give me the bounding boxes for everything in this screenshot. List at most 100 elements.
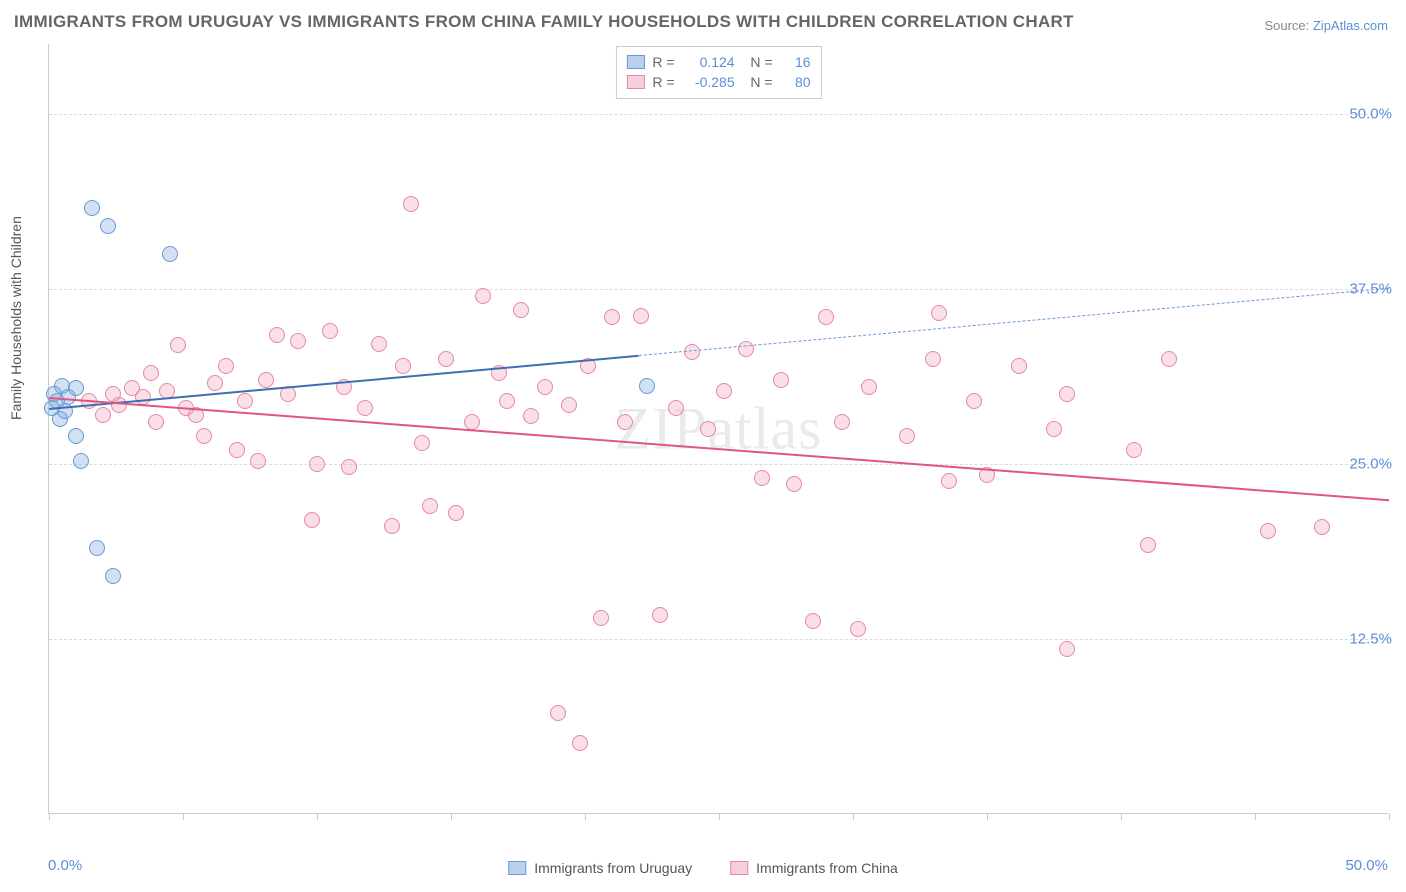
x-tick xyxy=(585,813,586,820)
legend-label: Immigrants from Uruguay xyxy=(534,860,692,876)
legend-r-value: 0.124 xyxy=(683,52,735,72)
data-point xyxy=(861,379,877,395)
legend-n-key: N = xyxy=(743,72,773,92)
data-point xyxy=(652,607,668,623)
x-tick xyxy=(853,813,854,820)
data-point xyxy=(73,453,89,469)
data-point xyxy=(143,365,159,381)
data-point xyxy=(925,351,941,367)
data-point xyxy=(523,408,539,424)
data-point xyxy=(357,400,373,416)
data-point xyxy=(258,372,274,388)
data-point xyxy=(1260,523,1276,539)
data-point xyxy=(513,302,529,318)
legend-r-key: R = xyxy=(652,52,674,72)
data-point xyxy=(1161,351,1177,367)
data-point xyxy=(448,505,464,521)
data-point xyxy=(1011,358,1027,374)
data-point xyxy=(818,309,834,325)
trend-line xyxy=(49,397,1389,501)
x-tick xyxy=(1389,813,1390,820)
data-point xyxy=(162,246,178,262)
data-point xyxy=(170,337,186,353)
data-point xyxy=(290,333,306,349)
legend-swatch xyxy=(508,861,526,875)
data-point xyxy=(639,378,655,394)
data-point xyxy=(754,470,770,486)
data-point xyxy=(593,610,609,626)
data-point xyxy=(207,375,223,391)
data-point xyxy=(196,428,212,444)
data-point xyxy=(537,379,553,395)
x-tick xyxy=(1121,813,1122,820)
data-point xyxy=(604,309,620,325)
data-point xyxy=(89,540,105,556)
data-point xyxy=(464,414,480,430)
legend-r-key: R = xyxy=(652,72,674,92)
x-tick xyxy=(183,813,184,820)
legend-item: Immigrants from Uruguay xyxy=(508,860,692,876)
data-point xyxy=(438,351,454,367)
gridline xyxy=(49,114,1388,115)
data-point xyxy=(371,336,387,352)
data-point xyxy=(617,414,633,430)
legend-row: R = -0.285 N = 80 xyxy=(626,72,810,92)
data-point xyxy=(395,358,411,374)
legend-label: Immigrants from China xyxy=(756,860,898,876)
data-point xyxy=(850,621,866,637)
series-legend: Immigrants from Uruguay Immigrants from C… xyxy=(508,860,898,876)
legend-r-value: -0.285 xyxy=(683,72,735,92)
legend-n-value: 80 xyxy=(781,72,811,92)
source-attribution: Source: ZipAtlas.com xyxy=(1264,18,1388,33)
data-point xyxy=(633,308,649,324)
x-tick xyxy=(451,813,452,820)
x-tick xyxy=(719,813,720,820)
data-point xyxy=(805,613,821,629)
data-point xyxy=(100,218,116,234)
data-point xyxy=(1059,641,1075,657)
trend-line xyxy=(639,288,1389,356)
source-link[interactable]: ZipAtlas.com xyxy=(1313,18,1388,33)
x-tick xyxy=(987,813,988,820)
data-point xyxy=(550,705,566,721)
data-point xyxy=(668,400,684,416)
data-point xyxy=(105,568,121,584)
gridline xyxy=(49,639,1388,640)
data-point xyxy=(931,305,947,321)
data-point xyxy=(786,476,802,492)
x-tick xyxy=(1255,813,1256,820)
data-point xyxy=(834,414,850,430)
legend-swatch xyxy=(626,75,644,89)
y-tick-label: 37.5% xyxy=(1349,281,1392,298)
data-point xyxy=(384,518,400,534)
data-point xyxy=(68,428,84,444)
data-point xyxy=(700,421,716,437)
x-tick xyxy=(49,813,50,820)
data-point xyxy=(738,341,754,357)
data-point xyxy=(572,735,588,751)
y-tick-label: 25.0% xyxy=(1349,456,1392,473)
correlation-legend: R = 0.124 N = 16R = -0.285 N = 80 xyxy=(615,46,821,99)
x-axis-min-label: 0.0% xyxy=(48,857,82,874)
data-point xyxy=(229,442,245,458)
data-point xyxy=(966,393,982,409)
y-tick-label: 12.5% xyxy=(1349,631,1392,648)
x-tick xyxy=(317,813,318,820)
data-point xyxy=(1059,386,1075,402)
data-point xyxy=(218,358,234,374)
data-point xyxy=(269,327,285,343)
data-point xyxy=(304,512,320,528)
data-point xyxy=(250,453,266,469)
data-point xyxy=(322,323,338,339)
data-point xyxy=(68,380,84,396)
data-point xyxy=(1140,537,1156,553)
data-point xyxy=(84,200,100,216)
plot-area: ZIPatlas R =0.124 N =16R =-0.285 N =80 xyxy=(48,44,1388,814)
data-point xyxy=(899,428,915,444)
data-point xyxy=(403,196,419,212)
data-point xyxy=(309,456,325,472)
x-axis-max-label: 50.0% xyxy=(1345,857,1388,874)
data-point xyxy=(475,288,491,304)
chart-title: IMMIGRANTS FROM URUGUAY VS IMMIGRANTS FR… xyxy=(14,12,1074,32)
legend-n-value: 16 xyxy=(781,52,811,72)
